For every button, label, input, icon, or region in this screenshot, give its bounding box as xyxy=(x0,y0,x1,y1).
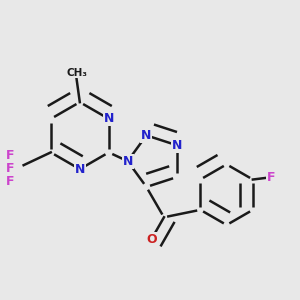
Text: CH₃: CH₃ xyxy=(66,68,87,78)
Text: F: F xyxy=(6,149,14,162)
Text: O: O xyxy=(146,233,157,246)
Text: N: N xyxy=(172,139,182,152)
Text: F: F xyxy=(6,175,14,188)
Text: F: F xyxy=(267,171,275,184)
Text: N: N xyxy=(75,163,85,176)
Text: F: F xyxy=(6,162,14,175)
Text: N: N xyxy=(122,155,133,168)
Text: N: N xyxy=(103,112,114,125)
Text: N: N xyxy=(141,129,152,142)
